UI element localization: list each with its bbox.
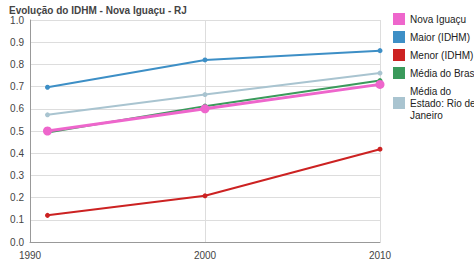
svg-text:Média do: Média do: [410, 86, 454, 97]
svg-text:0.9: 0.9: [10, 37, 24, 48]
svg-text:Nova Iguaçu: Nova Iguaçu: [410, 14, 466, 25]
svg-text:2000: 2000: [194, 250, 217, 261]
svg-text:Janeiro: Janeiro: [410, 110, 443, 121]
svg-text:Evolução do IDHM - Nova Iguaçu: Evolução do IDHM - Nova Iguaçu - RJ: [9, 5, 187, 16]
svg-text:0.2: 0.2: [10, 192, 24, 203]
svg-text:0.0: 0.0: [10, 237, 24, 248]
svg-text:0.5: 0.5: [10, 126, 24, 137]
svg-text:0.3: 0.3: [10, 170, 24, 181]
svg-text:Menor (IDHM): Menor (IDHM): [410, 50, 473, 61]
svg-text:1.0: 1.0: [10, 15, 24, 26]
svg-text:Estado: Rio de: Estado: Rio de: [410, 98, 474, 109]
svg-text:0.4: 0.4: [10, 148, 24, 159]
svg-text:Maior (IDHM): Maior (IDHM): [410, 32, 470, 43]
svg-text:0.6: 0.6: [10, 103, 24, 114]
svg-text:0.1: 0.1: [10, 214, 24, 225]
svg-text:0.8: 0.8: [10, 59, 24, 70]
svg-text:2010: 2010: [369, 250, 392, 261]
svg-text:Média do Brasil: Média do Brasil: [410, 68, 474, 79]
svg-text:1990: 1990: [19, 250, 42, 261]
svg-text:0.7: 0.7: [10, 81, 24, 92]
